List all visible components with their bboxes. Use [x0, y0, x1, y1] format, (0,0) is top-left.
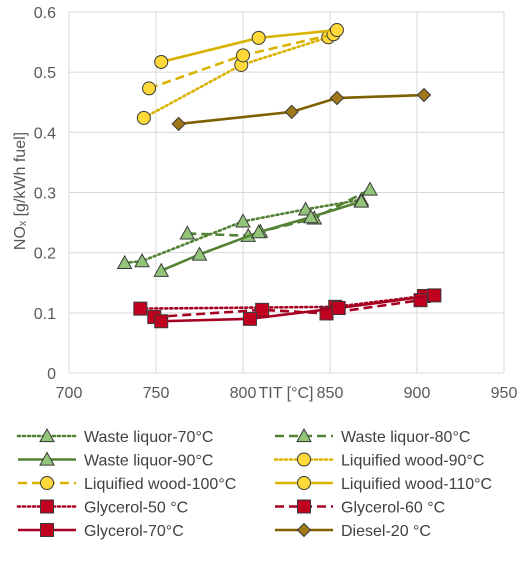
- legend-item-waste-liquor-80-c: Waste liquor-80°C: [275, 427, 470, 446]
- x-tick-label: 800: [230, 385, 257, 402]
- series-liquified-wood-100-c: [142, 27, 341, 96]
- legend-marker-square: [297, 499, 311, 514]
- legend: Waste liquor-70°C Waste liquor-80°C Waste …: [16, 427, 492, 540]
- legend-label: Waste liquor-80°C: [341, 429, 470, 446]
- legend-marker-triangle: [39, 451, 55, 466]
- x-tick-label: 700: [56, 385, 83, 402]
- legend-marker-square: [40, 499, 54, 514]
- series-liquified-wood-110-c: [154, 23, 344, 69]
- chart-plot: 0 0.1 0.2 0.3 0.4 0.5 0.6 700 750 800 850 900 950 T…: [12, 5, 518, 402]
- data-point-square: [255, 302, 270, 317]
- legend-label: Glycerol-60 °C: [341, 500, 445, 517]
- legend-item-glycerol-50-c: Glycerol-50 °C: [16, 499, 188, 517]
- x-tick-label: 850: [317, 385, 344, 402]
- legend-item-waste-liquor-70-c: Waste liquor-70°C: [16, 427, 213, 446]
- data-point-triangle: [134, 253, 150, 268]
- y-tick-label: 0.3: [34, 186, 56, 203]
- data-point-triangle: [235, 213, 251, 228]
- series-glycerol-70-c: [154, 288, 442, 329]
- data-point-square: [242, 311, 257, 326]
- legend-label: Diesel-20 °C: [341, 523, 431, 540]
- series-line: [142, 35, 330, 120]
- legend-marker-diamond: [296, 522, 312, 538]
- legend-item-glycerol-70-c: Glycerol-70°C: [18, 523, 184, 540]
- data-point-circle: [236, 48, 250, 63]
- legend-label: Waste liquor-70°C: [84, 429, 213, 446]
- data-point-square: [133, 301, 148, 316]
- legend-marker-circle: [40, 476, 54, 490]
- data-point-square: [154, 314, 169, 329]
- x-axis-tick-labels: 700 750 800 850 900 950: [56, 385, 518, 402]
- legend-label: Liquified wood-110°C: [341, 476, 492, 493]
- data-point-triangle: [191, 246, 208, 261]
- series-waste-liquor-80-c: [179, 181, 378, 242]
- data-point-diamond: [171, 116, 186, 132]
- legend-item-glycerol-60-c: Glycerol-60 °C: [275, 499, 445, 517]
- legend-marker-triangle: [296, 427, 312, 443]
- data-point-square: [331, 301, 346, 316]
- legend-item-liquified-wood-110-c: Liquified wood-110°C: [275, 476, 492, 493]
- series-diesel-20-c: [171, 87, 432, 132]
- data-point-triangle: [250, 224, 267, 239]
- legend-item-waste-liquor-90-c: Waste liquor-90°C: [18, 451, 213, 470]
- y-axis-tick-labels: 0 0.1 0.2 0.3 0.4 0.5 0.6: [34, 5, 56, 383]
- x-axis-title: TIT [°C]: [259, 385, 314, 402]
- y-tick-label: 0.2: [34, 246, 56, 263]
- x-tick-label: 950: [491, 385, 518, 402]
- y-tick-label: 0.4: [34, 125, 56, 142]
- x-tick-label: 750: [143, 385, 170, 402]
- data-point-triangle: [353, 193, 370, 208]
- legend-label: Glycerol-50 °C: [84, 500, 188, 517]
- data-point-diamond: [416, 87, 432, 103]
- legend-item-liquified-wood-100-c: Liquified wood-100°C: [18, 476, 236, 493]
- data-point-triangle: [179, 225, 196, 240]
- legend-label: Glycerol-70°C: [84, 523, 184, 540]
- legend-marker-circle: [297, 476, 311, 490]
- y-tick-label: 0.1: [34, 306, 56, 323]
- series-line: [161, 294, 435, 323]
- series-line: [154, 298, 421, 319]
- data-point-circle: [154, 54, 169, 69]
- data-point-triangle: [153, 262, 170, 277]
- legend-marker-circle: [297, 452, 311, 467]
- legend-label: Liquified wood-100°C: [84, 476, 236, 493]
- series-waste-liquor-90-c: [153, 193, 370, 277]
- data-point-circle: [329, 23, 344, 38]
- series-line: [187, 188, 371, 238]
- y-axis-title: NOₓ [g/kWh fuel]: [12, 132, 29, 250]
- data-point-triangle: [297, 201, 314, 216]
- data-point-circle: [251, 30, 266, 45]
- data-point-diamond: [284, 104, 299, 120]
- data-point-triangle: [116, 254, 133, 269]
- legend-label: Liquified wood-90°C: [341, 453, 484, 470]
- data-point-diamond: [329, 90, 345, 106]
- legend-item-diesel-20-c: Diesel-20 °C: [275, 522, 431, 540]
- data-point-square: [427, 288, 442, 303]
- data-point-circle: [142, 81, 157, 96]
- data-point-triangle: [303, 209, 319, 224]
- y-tick-label: 0.5: [34, 65, 56, 82]
- x-tick-label: 900: [404, 385, 431, 402]
- gridlines: [68, 11, 505, 374]
- series-line: [178, 93, 425, 126]
- legend-item-liquified-wood-90-c: Liquified wood-90°C: [273, 452, 484, 470]
- legend-marker-triangle: [39, 427, 55, 443]
- series-layer: [116, 23, 442, 329]
- series-liquified-wood-90-c: [136, 30, 336, 125]
- legend-label: Waste liquor-90°C: [84, 453, 213, 470]
- data-point-circle: [136, 110, 151, 125]
- y-tick-label: 0: [47, 366, 56, 383]
- legend-marker-square: [40, 523, 54, 537]
- y-tick-label: 0.6: [34, 5, 56, 22]
- data-point-triangle: [362, 181, 378, 196]
